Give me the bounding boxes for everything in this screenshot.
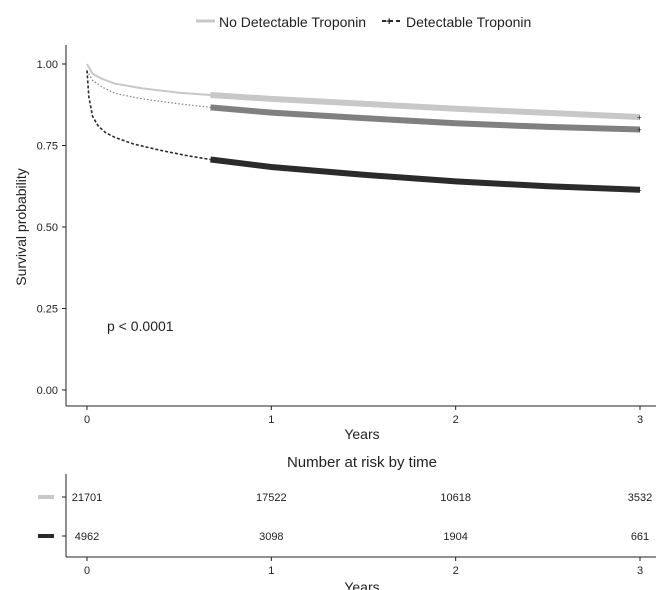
risk-table-rows: 21701 17522 10618 3532 4962 3098 1904 661 <box>38 492 652 543</box>
risk-table: Number at risk by time 21701 17522 10618 35… <box>38 454 656 590</box>
risk-count: 3532 <box>628 492 652 504</box>
censor-marker: + <box>637 186 642 195</box>
survival-curve-2 <box>210 156 641 193</box>
x-tick-label: 2 <box>453 414 459 426</box>
risk-x-tick-label: 1 <box>268 565 274 577</box>
risk-count: 661 <box>631 531 649 543</box>
p-value-annotation: p < 0.0001 <box>107 318 174 334</box>
risk-x-tick-label: 0 <box>84 565 90 577</box>
legend-plus-marker: + <box>386 16 392 28</box>
risk-count: 1904 <box>443 531 467 543</box>
x-tick-label: 1 <box>268 414 274 426</box>
x-ticks: 0 1 2 3 <box>84 406 643 426</box>
risk-x-tick-label: 3 <box>637 565 643 577</box>
x-tick-label: 0 <box>84 414 90 426</box>
y-tick-label: 0.75 <box>37 141 58 153</box>
x-tick-label: 3 <box>637 414 643 426</box>
survival-curve-1 <box>210 104 641 133</box>
risk-count: 3098 <box>259 531 283 543</box>
survival-curve-0 <box>210 92 641 121</box>
y-tick-label: 0.00 <box>37 385 58 397</box>
y-ticks: 0.00 0.25 0.50 0.75 1.00 <box>37 59 66 397</box>
survival-plot: 0.00 0.25 0.50 0.75 1.00 0 1 2 3 + + + Survival p… <box>13 45 656 442</box>
risk-count: 21701 <box>72 492 103 504</box>
y-tick-label: 0.25 <box>37 304 58 316</box>
survival-curve-early-0 <box>86 63 211 96</box>
y-tick-label: 0.50 <box>37 222 58 234</box>
risk-table-title: Number at risk by time <box>287 454 437 471</box>
risk-count: 4962 <box>75 531 99 543</box>
risk-x-tick-label: 2 <box>453 565 459 577</box>
survival-curve-early-1 <box>86 70 211 108</box>
risk-table-x-label: Years <box>344 579 379 590</box>
y-tick-label: 1.00 <box>37 59 58 71</box>
legend-label-detectable: Detectable Troponin <box>406 14 531 30</box>
x-axis-label: Years <box>344 426 379 442</box>
censor-marker: + <box>637 126 642 135</box>
survival-curve-early-2 <box>86 70 211 161</box>
risk-count: 17522 <box>256 492 287 504</box>
risk-count: 10618 <box>440 492 471 504</box>
y-axis-label: Survival probability <box>13 168 29 286</box>
survival-curves: + + + <box>86 63 642 195</box>
legend: No Detectable Troponin + Detectable Trop… <box>196 14 531 30</box>
risk-table-x-ticks: 0 1 2 3 <box>84 557 643 577</box>
censor-marker: + <box>637 113 642 122</box>
legend-label-no-detectable: No Detectable Troponin <box>219 14 366 30</box>
